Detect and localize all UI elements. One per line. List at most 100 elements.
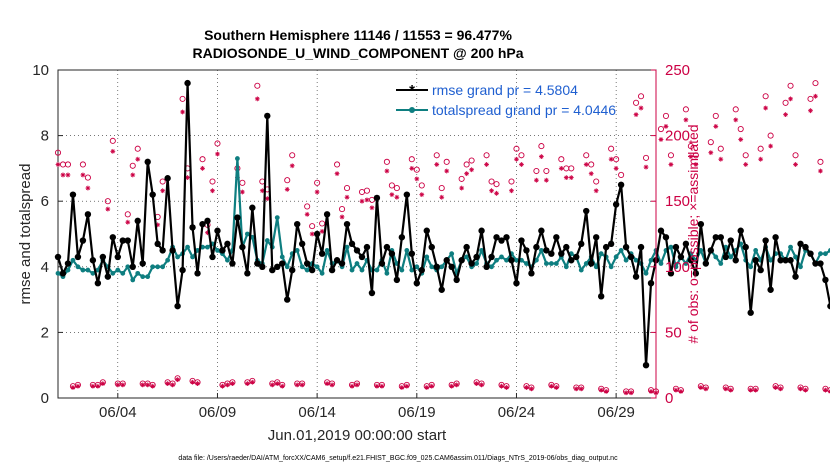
obs-assimilated-point	[200, 166, 205, 171]
obs-assimilated-point	[519, 162, 524, 167]
obs-assimilated-point	[210, 188, 215, 194]
obs-possible-point	[762, 93, 769, 100]
rmse-point	[632, 273, 640, 280]
spread-point	[299, 264, 305, 270]
spread-point	[798, 264, 803, 270]
rmse-point	[343, 220, 351, 228]
spread-point	[449, 251, 455, 257]
rmse-point	[264, 112, 271, 120]
obs-possible-point	[667, 152, 675, 159]
rmse-point	[822, 276, 829, 284]
obs-assimilated-point	[304, 211, 310, 217]
obs-possible-point	[433, 152, 440, 159]
spread-point	[160, 264, 166, 270]
spread-point	[753, 248, 759, 253]
rmse-point	[702, 260, 710, 267]
rmse-point	[468, 260, 475, 267]
rmse-point	[597, 293, 605, 300]
obs-assimilated-point	[514, 156, 519, 162]
spread-point	[474, 261, 479, 266]
y-axis-label: rmse and totalspread	[17, 164, 34, 305]
rmse-point	[239, 243, 246, 251]
obs-possible-point	[314, 179, 321, 186]
spread-point	[279, 254, 285, 260]
obs-assimilated-point	[364, 197, 370, 203]
x-tick-label: 06/04	[99, 404, 137, 421]
obs-assimilated-point	[294, 382, 300, 388]
rmse-point	[54, 253, 62, 261]
obs-assimilated-point	[583, 162, 589, 167]
obs-assimilated-point	[718, 156, 724, 162]
spread-point	[553, 261, 559, 266]
obs-assimilated-point	[743, 162, 749, 167]
rmse-point	[298, 240, 306, 248]
obs-possible-point	[64, 161, 72, 168]
rmse-point	[513, 280, 520, 287]
obs-assimilated-point	[728, 387, 734, 393]
rmse-point	[682, 240, 690, 248]
obs-assimilated-point	[489, 188, 494, 194]
spread-point	[788, 244, 793, 250]
rmse-point	[752, 257, 759, 264]
obs-assimilated-point	[683, 117, 689, 123]
legend-rmse-marker: *	[409, 82, 415, 99]
rmse-point	[538, 227, 545, 234]
obs-assimilated-point	[309, 231, 315, 237]
obs-possible-point	[124, 211, 131, 218]
rmse-point	[767, 286, 774, 293]
spread-point	[543, 261, 549, 266]
obs-possible-point	[782, 99, 789, 106]
obs-assimilated-point	[529, 386, 534, 392]
spread-point	[90, 270, 96, 276]
obs-assimilated-point	[773, 385, 778, 390]
spread-point	[728, 254, 734, 260]
obs-assimilated-point	[748, 387, 754, 393]
rmse-point	[602, 243, 610, 251]
obs-assimilated-point	[299, 382, 305, 388]
obs-possible-point	[657, 125, 665, 133]
rmse-point	[503, 234, 510, 241]
spread-point	[75, 264, 81, 270]
obs-assimilated-point	[384, 168, 390, 174]
obs-assimilated-point	[663, 124, 669, 129]
obs-possible-point	[334, 161, 341, 168]
obs-assimilated-point	[534, 177, 539, 183]
rmse-point	[69, 191, 77, 198]
rmse-point	[642, 362, 650, 369]
obs-assimilated-point	[439, 194, 445, 200]
rmse-point	[747, 309, 754, 316]
rmse-point	[393, 276, 401, 284]
rmse-point	[548, 250, 555, 257]
rmse-point	[219, 247, 226, 254]
legend-spread-marker	[409, 107, 415, 113]
obs-possible-point	[109, 137, 116, 144]
obs-possible-point	[538, 143, 545, 150]
spread-point	[668, 244, 674, 250]
rmse-point	[612, 201, 620, 208]
obs-assimilated-point	[668, 162, 674, 167]
obs-assimilated-point	[329, 382, 335, 388]
obs-assimilated-point	[334, 171, 340, 177]
obs-possible-point	[443, 158, 450, 165]
spread-point	[135, 270, 141, 276]
rmse-point	[174, 302, 181, 310]
obs-assimilated-point	[603, 389, 609, 394]
obs-possible-point	[767, 132, 774, 139]
y-tick-label: 4	[41, 259, 49, 276]
obs-possible-point	[662, 112, 670, 119]
rmse-point	[453, 276, 460, 284]
y-axis-right-label: # of obs: o=possible; ×=assimilated	[685, 124, 701, 343]
rmse-point	[687, 257, 695, 264]
spread-point	[593, 264, 599, 270]
rmse-point	[204, 217, 211, 225]
spread-point	[489, 264, 494, 270]
spread-point	[55, 270, 61, 276]
obs-possible-point	[458, 175, 465, 182]
rmse-point	[508, 257, 515, 264]
spread-point	[713, 254, 719, 260]
obs-possible-point	[393, 185, 400, 192]
obs-possible-point	[568, 165, 575, 172]
obs-possible-point	[757, 145, 764, 152]
obs-assimilated-point	[259, 188, 265, 194]
